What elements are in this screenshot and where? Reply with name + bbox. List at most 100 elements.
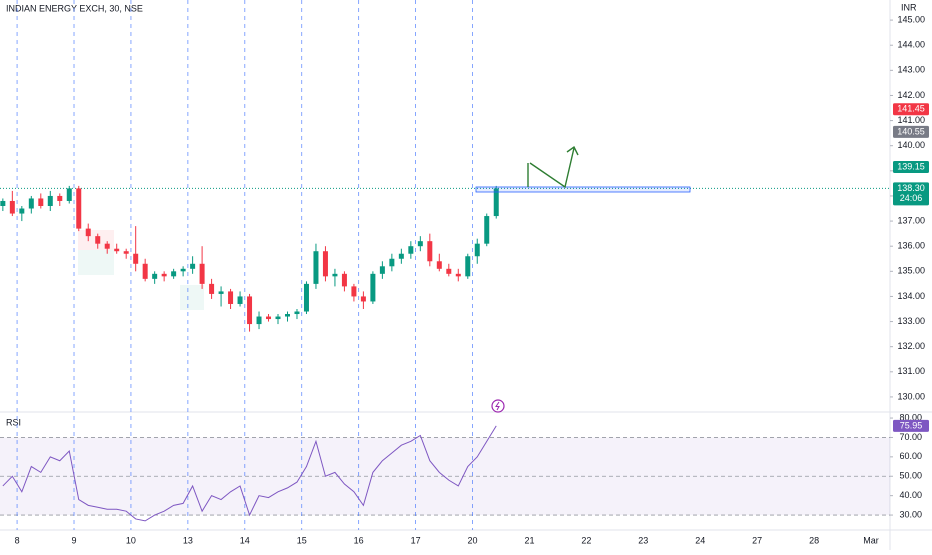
x-tick-label: 14 [240,535,250,545]
candle-body [275,316,281,320]
candle-body [152,273,158,279]
rsi-y-tick-label: 50.00 [899,471,922,481]
x-tick-label: 21 [524,535,534,545]
y-tick-label: 133.00 [897,316,925,326]
zone-box [78,250,114,275]
chart-title: INDIAN ENERGY EXCH, 30, NSE [6,3,143,13]
price-badge [893,103,929,116]
y-tick-label: 135.00 [897,266,925,276]
x-tick-label: 13 [183,535,193,545]
candle-body [398,253,404,259]
zone-box [180,285,204,310]
candle-body [427,241,433,262]
candle-body [47,195,53,206]
rsi-y-tick-label: 60.00 [899,451,922,461]
candle-body [247,296,253,325]
price-badge [893,161,929,174]
candle-body [218,291,224,294]
candle-body [38,198,44,206]
y-tick-label: 143.00 [897,65,925,75]
x-tick-label: 17 [411,535,421,545]
y-tick-label: 141.00 [897,115,925,125]
candle-body [370,273,376,302]
x-tick-label: 9 [72,535,77,545]
drawn-arrow [529,147,575,189]
candle-body [493,188,499,217]
candle-body [9,200,15,214]
x-tick-label: 22 [581,535,591,545]
candle-body [190,263,196,269]
x-tick-label: 15 [297,535,307,545]
countdown-label: 24:06 [900,193,923,203]
rsi-y-tick-label: 40.00 [899,490,922,500]
candle-body [303,283,309,312]
candle-body [161,273,167,277]
candle-body [104,243,110,249]
rsi-y-tick-label: 80.00 [899,412,922,422]
candle-body [237,296,243,304]
candle-body [484,216,490,244]
price-badge-label: 140.55 [897,126,925,136]
candle-body [389,258,395,267]
candle-body [256,316,262,325]
candle-body [76,188,82,229]
candle-body [180,268,186,272]
x-tick-label: 24 [695,535,705,545]
candle-body [0,200,6,206]
candle-body [171,271,177,277]
candle-body [95,236,101,244]
candle-body [123,251,129,254]
rsi-y-tick-label: 70.00 [899,432,922,442]
x-tick-label: 23 [638,535,648,545]
candle-body [332,273,338,277]
arrow-head [566,145,579,156]
y-tick-label: 140.00 [897,140,925,150]
rsi-label: RSI [6,417,21,427]
y-tick-label: 134.00 [897,291,925,301]
price-badge [893,125,929,138]
candle-body [360,296,366,302]
candle-body [446,268,452,274]
price-badge-label: 138.30 [897,183,925,193]
candle-body [313,251,319,284]
rsi-badge-label: 75.95 [900,420,923,430]
candle-body [133,253,139,264]
x-tick-label: Mar [863,535,879,545]
candle-body [209,283,215,294]
y-tick-label: 131.00 [897,366,925,376]
x-tick-label: 27 [752,535,762,545]
y-tick-label: 130.00 [897,391,925,401]
x-tick-label: 16 [354,535,364,545]
y-tick-label: 144.00 [897,40,925,50]
drawn-rectangle [475,186,691,193]
x-tick-label: 8 [15,535,20,545]
candle-body [417,241,423,247]
candle-body [294,311,300,315]
candle-body [351,286,357,297]
y-tick-label: 137.00 [897,215,925,225]
candle-body [19,208,25,214]
candle-body [284,314,290,317]
x-tick-label: 28 [809,535,819,545]
y-tick-label: 142.00 [897,90,925,100]
rsi-y-tick-label: 30.00 [899,509,922,519]
candle-body [28,198,34,209]
candle-body [228,291,234,304]
rsi-badge [893,419,929,432]
price-badge-label: 139.15 [897,161,925,171]
candle-body [465,256,471,277]
candle-body [474,243,480,257]
lightning [495,401,500,411]
rsi-line [2,425,497,522]
candle-body [85,228,91,237]
candle-body [199,263,205,284]
candle-body [57,195,63,201]
price-badge [893,182,929,206]
candle-body [66,188,72,201]
currency-label: INR [901,2,917,12]
candle-body [142,263,148,279]
y-tick-label: 145.00 [897,14,925,24]
candle-body [266,316,272,320]
candle-body [408,246,414,254]
